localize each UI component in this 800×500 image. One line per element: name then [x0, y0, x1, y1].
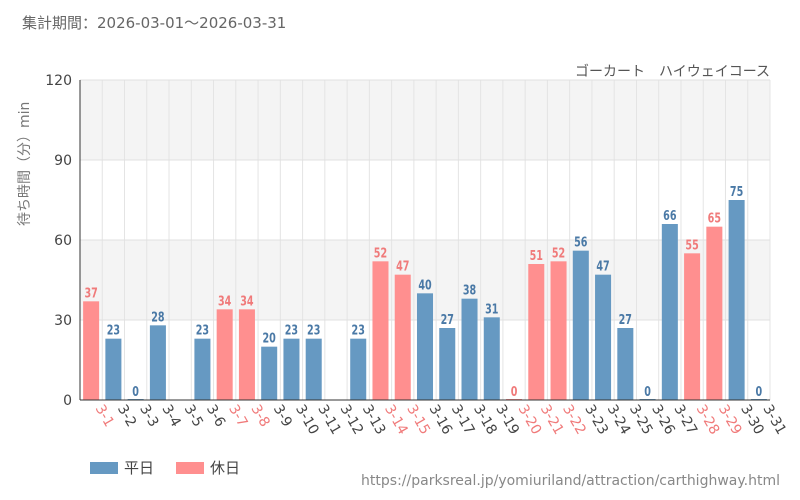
bar-3-22 [550, 261, 567, 400]
bar-value-label: 23 [352, 323, 365, 338]
x-tick-label: 3-1 [92, 402, 117, 430]
bar-value-label: 56 [574, 235, 587, 250]
bar-3-7 [216, 309, 233, 400]
bar-value-label: 31 [485, 301, 498, 316]
x-tick-label: 3-8 [247, 402, 272, 430]
bar-3-28 [684, 253, 701, 400]
bar-3-1 [83, 301, 100, 400]
bar-value-label: 23 [107, 323, 120, 338]
bar-value-label: 0 [644, 384, 651, 399]
bar-value-label: 51 [530, 248, 543, 263]
bar-3-23 [572, 250, 589, 400]
y-tick-label: 120 [45, 73, 72, 89]
bar-3-15 [394, 274, 411, 400]
bar-value-label: 52 [552, 245, 565, 260]
bar-value-label: 75 [730, 184, 743, 199]
x-tick-label: 3-4 [158, 402, 183, 430]
bar-value-label: 47 [396, 259, 409, 274]
bar-3-27 [661, 224, 678, 400]
bar-3-16 [416, 293, 434, 400]
bar-3-25 [617, 328, 634, 400]
period-label: 集計期間：2026-03-01～2026-03-31 [22, 14, 287, 32]
bar-3-6 [194, 338, 211, 400]
bar-value-label: 66 [663, 208, 676, 223]
legend-label-weekday: 平日 [124, 459, 155, 477]
bar-value-label: 27 [619, 312, 632, 327]
bar-3-24 [595, 274, 612, 400]
bar-value-label: 20 [263, 331, 276, 346]
y-tick-label: 90 [54, 153, 72, 169]
bar-value-label: 0 [132, 384, 139, 399]
x-tick-label: 3-6 [203, 402, 228, 430]
bar-3-29 [706, 226, 723, 400]
source-url[interactable]: https://parksreal.jp/yomiuriland/attract… [361, 473, 780, 489]
x-tick-label: 3-7 [225, 402, 250, 430]
x-tick-label: 3-9 [270, 402, 295, 430]
bar-value-label: 65 [708, 211, 721, 226]
x-tick-label: 3-3 [136, 402, 161, 430]
bar-3-13 [350, 338, 367, 400]
bar-3-18 [461, 298, 478, 400]
wait-time-chart: 0 30 60 90 120 37 3-1 23 3-2 0 3-3 28 3-43-5 23 3-6 34 3… [45, 73, 789, 438]
plot-band [80, 80, 770, 160]
bar-value-label: 23 [196, 323, 209, 338]
bar-3-30 [728, 200, 745, 400]
legend-swatch-holiday [176, 461, 205, 474]
bar-3-10 [283, 338, 300, 400]
y-tick-label: 0 [63, 393, 72, 409]
bar-3-2 [105, 338, 122, 400]
x-tick-label: 3-2 [114, 402, 139, 430]
bar-3-4 [149, 325, 166, 400]
bar-value-label: 23 [307, 323, 320, 338]
bar-value-label: 0 [756, 384, 763, 399]
bar-value-label: 52 [374, 245, 387, 260]
bar-3-11 [305, 338, 322, 400]
bar-value-label: 28 [151, 309, 164, 324]
legend: 平日 休日 [90, 457, 240, 478]
bar-3-8 [238, 309, 255, 400]
bar-value-label: 23 [285, 323, 298, 338]
bar-3-19 [483, 317, 500, 400]
bar-value-label: 38 [463, 283, 476, 298]
y-tick-label: 30 [54, 313, 72, 329]
bar-value-label: 40 [418, 277, 431, 292]
legend-item-weekday[interactable]: 平日 [90, 457, 154, 478]
bar-3-14 [372, 261, 389, 400]
bar-3-21 [528, 264, 545, 400]
legend-item-holiday[interactable]: 休日 [176, 457, 240, 478]
bar-value-label: 34 [218, 293, 231, 308]
x-tick-label: 3-31 [759, 402, 789, 438]
bar-value-label: 37 [84, 285, 97, 300]
bar-value-label: 0 [511, 384, 518, 399]
legend-swatch-weekday [90, 461, 118, 474]
y-tick-label: 60 [54, 233, 72, 249]
bar-value-label: 47 [596, 259, 609, 274]
bar-value-label: 55 [685, 237, 698, 252]
bar-3-9 [261, 346, 278, 400]
bar-value-label: 34 [240, 293, 253, 308]
attraction-name: ゴーカート ハイウェイコース [574, 64, 770, 80]
legend-label-holiday: 休日 [210, 459, 241, 477]
x-tick-label: 3-5 [181, 402, 206, 430]
bar-value-label: 27 [441, 312, 454, 327]
plot-band [80, 160, 770, 240]
bar-3-17 [439, 328, 456, 400]
